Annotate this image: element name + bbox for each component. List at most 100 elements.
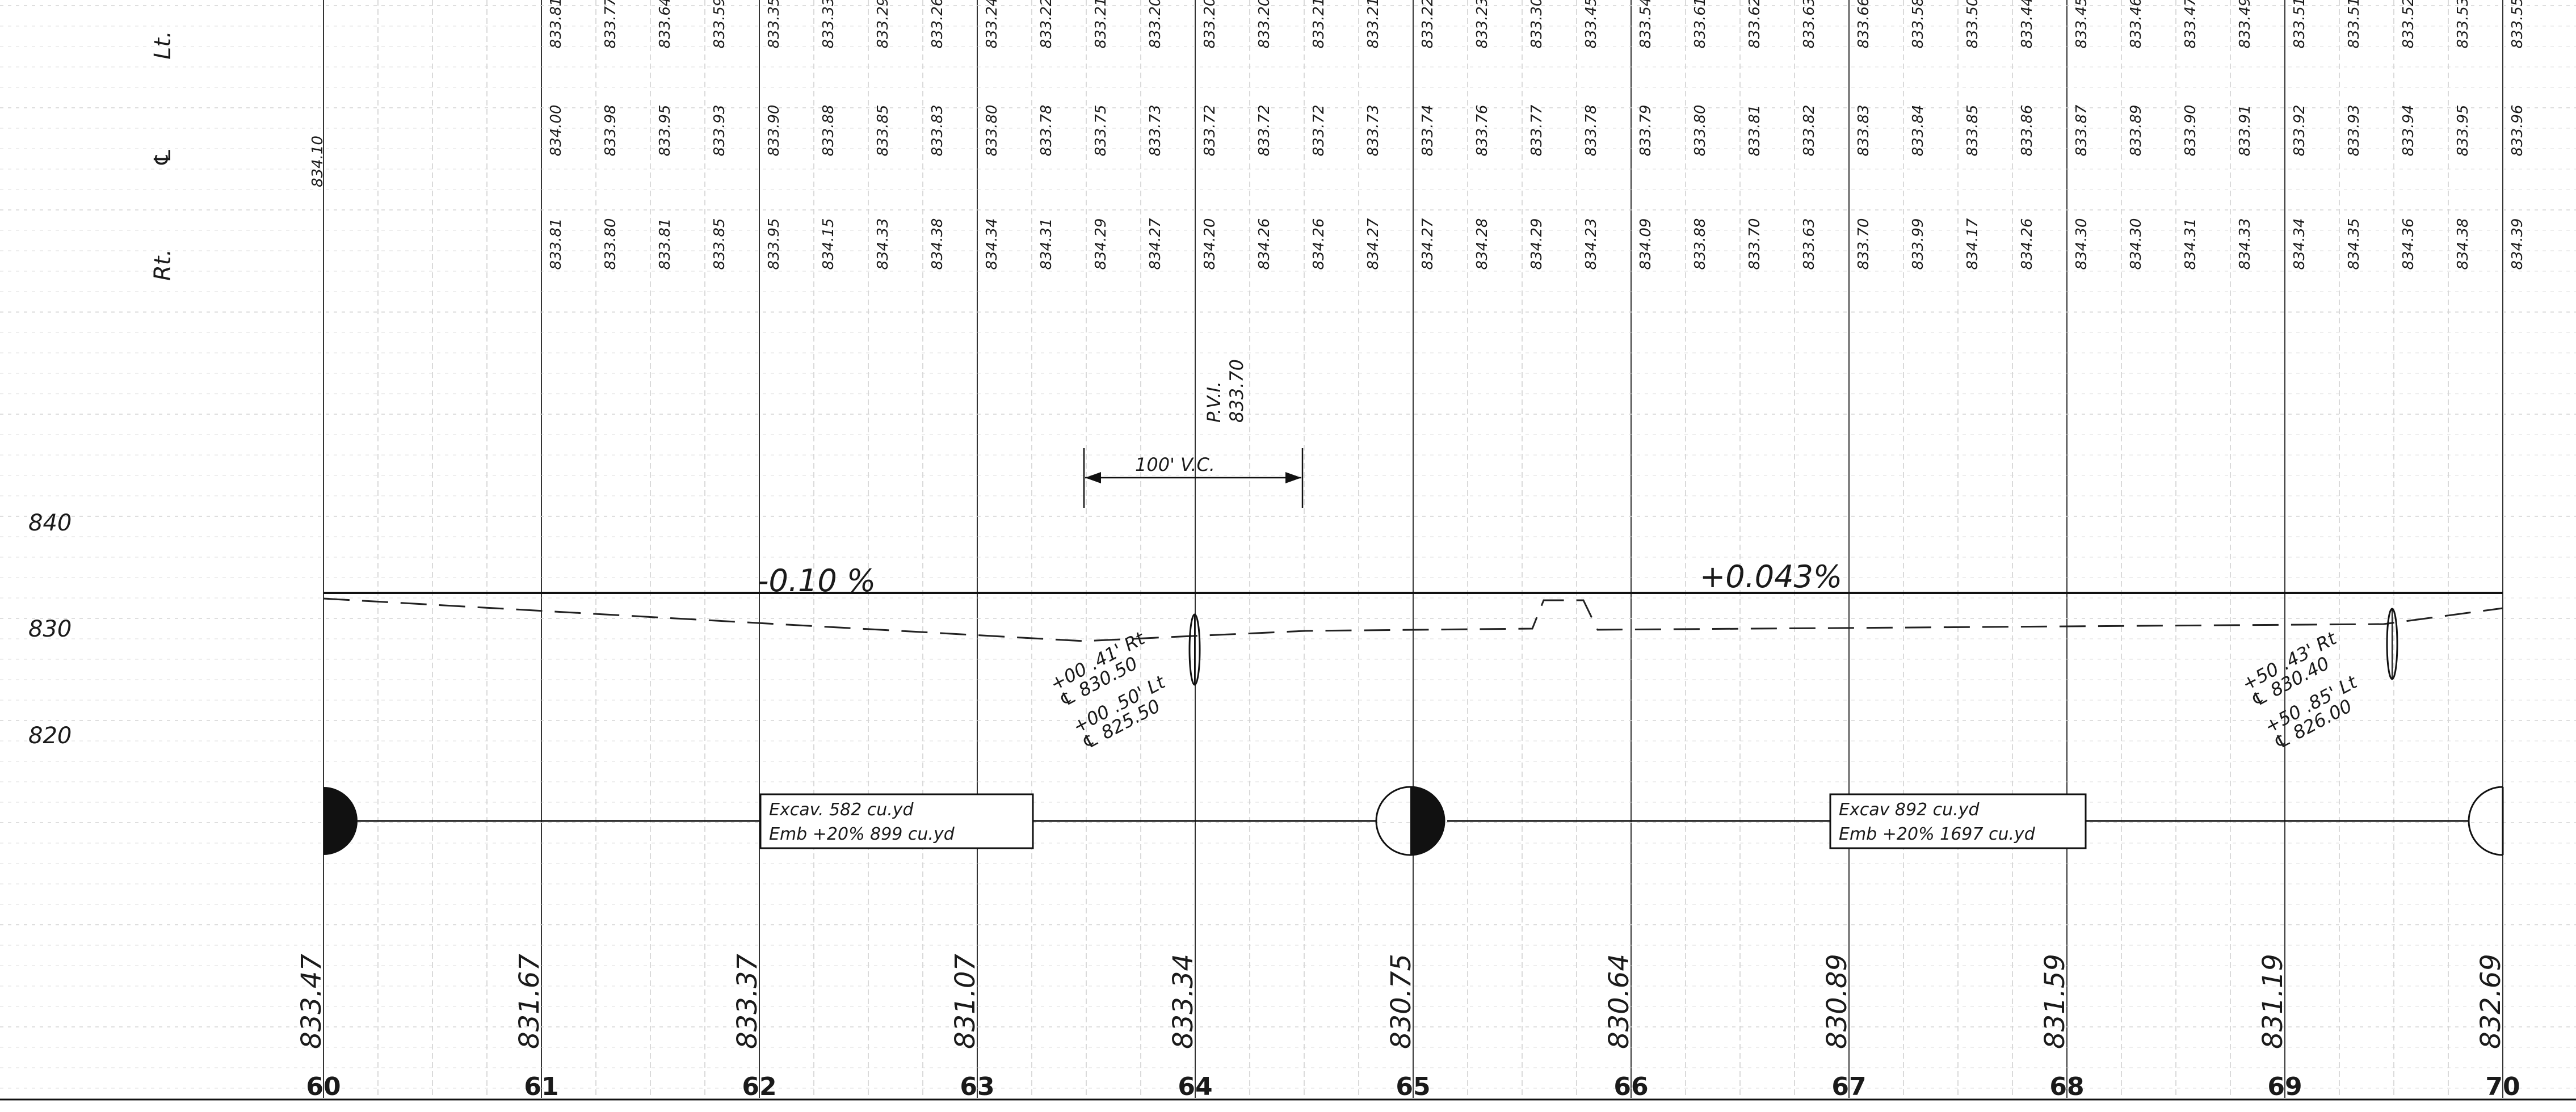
balance-circle-start (323, 787, 358, 855)
right-elevation: 834.35 (2346, 218, 2363, 270)
right-elevation: 833.81 (657, 218, 674, 270)
station-number: 65 (1396, 1072, 1430, 1101)
left-elevation: 833.21 (1365, 0, 1382, 48)
elevation-label-820: 820 (28, 723, 72, 749)
ground-elevation: 830.64 (1603, 954, 1635, 1049)
left-elevation: 833.24 (984, 0, 1001, 48)
center-elevation: 833.89 (2128, 105, 2145, 157)
left-elevation: 833.81 (548, 0, 565, 48)
right-elevation: 834.34 (2291, 218, 2308, 270)
elevation-label-840: 840 (28, 510, 72, 536)
left-elevation: 833.22 (1419, 0, 1436, 48)
left-elevation: 833.54 (1637, 0, 1654, 48)
right-elevation: 834.31 (2182, 218, 2199, 270)
left-elevation: 833.64 (657, 0, 674, 48)
cross-section-left-row: 833.81 833.77 833.64 833.59 833.35 833.33 833.… (548, 0, 2526, 48)
right-elevation: 834.27 (1419, 218, 1436, 269)
left-elevation: 833.77 (602, 0, 619, 48)
right-elevation: 834.33 (2237, 218, 2254, 270)
right-elevation: 833.88 (1692, 218, 1709, 270)
center-elevation: 833.88 (820, 105, 837, 157)
left-elevation: 833.53 (2455, 0, 2472, 48)
ground-elevation: 833.37 (732, 954, 763, 1049)
right-elevation: 834.27 (1365, 218, 1382, 269)
elevation-label-830: 830 (28, 616, 72, 642)
right-elevation: 834.31 (1038, 218, 1055, 270)
right-elevation: 834.09 (1637, 218, 1654, 270)
right-elevation: 834.36 (2400, 218, 2417, 270)
left-elevation: 833.51 (2291, 0, 2308, 48)
center-elevation: 833.78 (1038, 105, 1055, 157)
right-elevation: 833.63 (1801, 218, 1818, 270)
left-elevation: 833.58 (1910, 0, 1927, 48)
left-elevation: 833.55 (2509, 0, 2526, 48)
pvi-label: P.V.I. (1203, 381, 1225, 423)
right-elevation: 834.30 (2128, 218, 2145, 270)
center-elevation: 833.85 (875, 105, 892, 157)
left-elevation: 833.46 (2128, 0, 2145, 48)
center-elevation: 833.84 (1910, 105, 1927, 157)
center-elevation: 833.83 (929, 105, 946, 157)
right-elevation: 833.70 (1855, 218, 1872, 270)
center-elevation: 833.81 (1746, 105, 1763, 157)
right-elevation: 834.30 (2073, 218, 2090, 270)
right-elevation: 834.34 (984, 218, 1001, 270)
center-elevation: 833.94 (2400, 105, 2417, 157)
right-elevation: 834.28 (1474, 218, 1491, 270)
right-elevation: 834.26 (1256, 218, 1273, 270)
culvert-marker-right (2386, 608, 2398, 680)
station-number: 62 (742, 1072, 776, 1101)
center-elevation: 833.82 (1801, 105, 1818, 157)
grade-left: -0.10 % (758, 563, 876, 599)
left-elevation: 833.52 (2400, 0, 2417, 48)
center-elevation: 833.87 (2073, 104, 2090, 156)
right-elevation: 833.95 (766, 218, 783, 270)
right-elevation: 833.80 (602, 218, 619, 270)
center-elevation: 833.73 (1365, 105, 1382, 157)
left-elevation: 833.29 (875, 0, 892, 48)
ground-elevation: 833.34 (1167, 954, 1199, 1049)
earthwork-right-embankment: Emb +20% 1697 cu.yd (1839, 824, 2036, 844)
right-elevation: 833.85 (711, 218, 728, 270)
ground-elevation: 831.59 (2039, 954, 2071, 1049)
left-elevation: 833.59 (711, 0, 728, 48)
center-elevation: 833.98 (602, 105, 619, 157)
pvi-elevation: 833.70 (1226, 359, 1247, 423)
right-elevation: 833.99 (1910, 218, 1927, 270)
balance-circle-end (2468, 786, 2504, 856)
balance-circle-middle (1375, 786, 1445, 856)
left-elevation: 833.45 (1583, 0, 1600, 48)
station-number: 69 (2267, 1072, 2302, 1101)
left-elevation: 833.61 (1692, 0, 1709, 48)
ground-line (323, 597, 2503, 642)
earthwork-right-excavation: Excav 892 cu.yd (1839, 800, 1980, 820)
ground-elevation: 831.19 (2257, 954, 2289, 1049)
right-elevation: 834.27 (1147, 218, 1164, 269)
left-elevation: 833.22 (1038, 0, 1055, 48)
station-number: 67 (1831, 1072, 1866, 1101)
station-number: 70 (2485, 1072, 2520, 1101)
left-elevation: 833.23 (1474, 0, 1491, 48)
culvert-notes-left: +00 .41' Rt ℄ 830.50 +00 .50' Lt ℄ 825.5… (1047, 627, 1169, 754)
right-elevation: 834.29 (1092, 218, 1110, 270)
center-elevation: 833.86 (2019, 105, 2036, 157)
right-elevation: 834.20 (1201, 218, 1218, 270)
center-elevation: 833.80 (984, 105, 1001, 157)
earthwork-box-right: Excav 892 cu.yd Emb +20% 1697 cu.yd (1829, 793, 2087, 849)
left-elevation: 833.44 (2019, 0, 2036, 48)
left-elevation: 833.50 (1964, 0, 1981, 48)
pvi-marker: P.V.I. 833.70 (1203, 359, 1247, 423)
left-elevation: 833.30 (1528, 0, 1545, 48)
station-number: 66 (1613, 1072, 1648, 1101)
header-left: Lt. (150, 31, 176, 60)
right-elevation: 834.23 (1583, 218, 1600, 270)
center-elevation: 833.90 (2182, 105, 2199, 157)
centerline-start-elevation: 834.10 (309, 136, 326, 187)
center-elevation: 833.79 (1637, 105, 1654, 157)
ground-elevation: 830.89 (1821, 954, 1853, 1049)
center-elevation: 833.75 (1092, 105, 1110, 157)
cross-section-right-row: 833.81 833.80 833.81 833.85 833.95 834.15 834.… (548, 218, 2526, 269)
right-elevation: 833.70 (1746, 218, 1763, 270)
